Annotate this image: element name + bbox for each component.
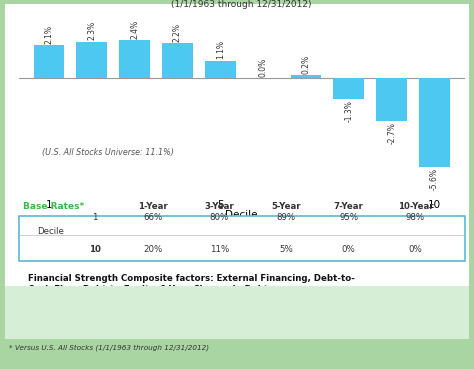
Text: 66%: 66% <box>143 213 162 222</box>
Bar <box>205 61 236 78</box>
Bar <box>34 45 64 78</box>
Text: (U.S. All Stocks Universe: 11.1%): (U.S. All Stocks Universe: 11.1%) <box>42 148 174 158</box>
Bar <box>162 43 193 78</box>
Text: 2.2%: 2.2% <box>173 23 182 42</box>
FancyBboxPatch shape <box>19 215 465 261</box>
Text: 10-Year: 10-Year <box>398 202 433 211</box>
Text: Base Rates*: Base Rates* <box>23 202 85 211</box>
Text: 2.1%: 2.1% <box>45 25 54 44</box>
Text: 10: 10 <box>89 245 100 254</box>
Text: 5-Year: 5-Year <box>272 202 301 211</box>
Text: -2.7%: -2.7% <box>387 122 396 144</box>
Bar <box>119 40 150 78</box>
Text: 80%: 80% <box>210 213 229 222</box>
Text: 2.4%: 2.4% <box>130 20 139 39</box>
Bar <box>333 78 365 99</box>
Text: 3-Year: 3-Year <box>205 202 234 211</box>
Text: Decile: Decile <box>36 227 64 236</box>
Text: 1-Year: 1-Year <box>138 202 167 211</box>
Text: 0.2%: 0.2% <box>301 55 310 73</box>
Text: 2.3%: 2.3% <box>87 21 96 40</box>
Text: -1.3%: -1.3% <box>344 100 353 122</box>
Bar <box>291 75 321 78</box>
Text: (1/1/1963 through 12/31/2012): (1/1/1963 through 12/31/2012) <box>172 0 312 10</box>
Text: 1: 1 <box>92 213 98 222</box>
Text: 98%: 98% <box>406 213 425 222</box>
Text: 7-Year: 7-Year <box>334 202 364 211</box>
Text: 0.0%: 0.0% <box>259 58 268 77</box>
Text: 0%: 0% <box>342 245 356 254</box>
Text: Decile: Decile <box>226 210 258 220</box>
Text: 95%: 95% <box>339 213 358 222</box>
Text: * Versus U.S. All Stocks (1/1/1963 through 12/31/2012): * Versus U.S. All Stocks (1/1/1963 throu… <box>9 344 210 351</box>
Text: 1.1%: 1.1% <box>216 40 225 59</box>
Text: -5.6%: -5.6% <box>430 168 439 190</box>
Text: Financial Strength Composite factors: External Financing, Debt-to-
Cash Flow, De: Financial Strength Composite factors: Ex… <box>28 274 355 294</box>
Bar <box>76 42 107 78</box>
Text: 0%: 0% <box>409 245 422 254</box>
Text: 20%: 20% <box>143 245 162 254</box>
Text: 11%: 11% <box>210 245 229 254</box>
Text: 5%: 5% <box>279 245 293 254</box>
Bar <box>376 78 407 121</box>
Text: 89%: 89% <box>277 213 296 222</box>
Bar <box>419 78 450 167</box>
